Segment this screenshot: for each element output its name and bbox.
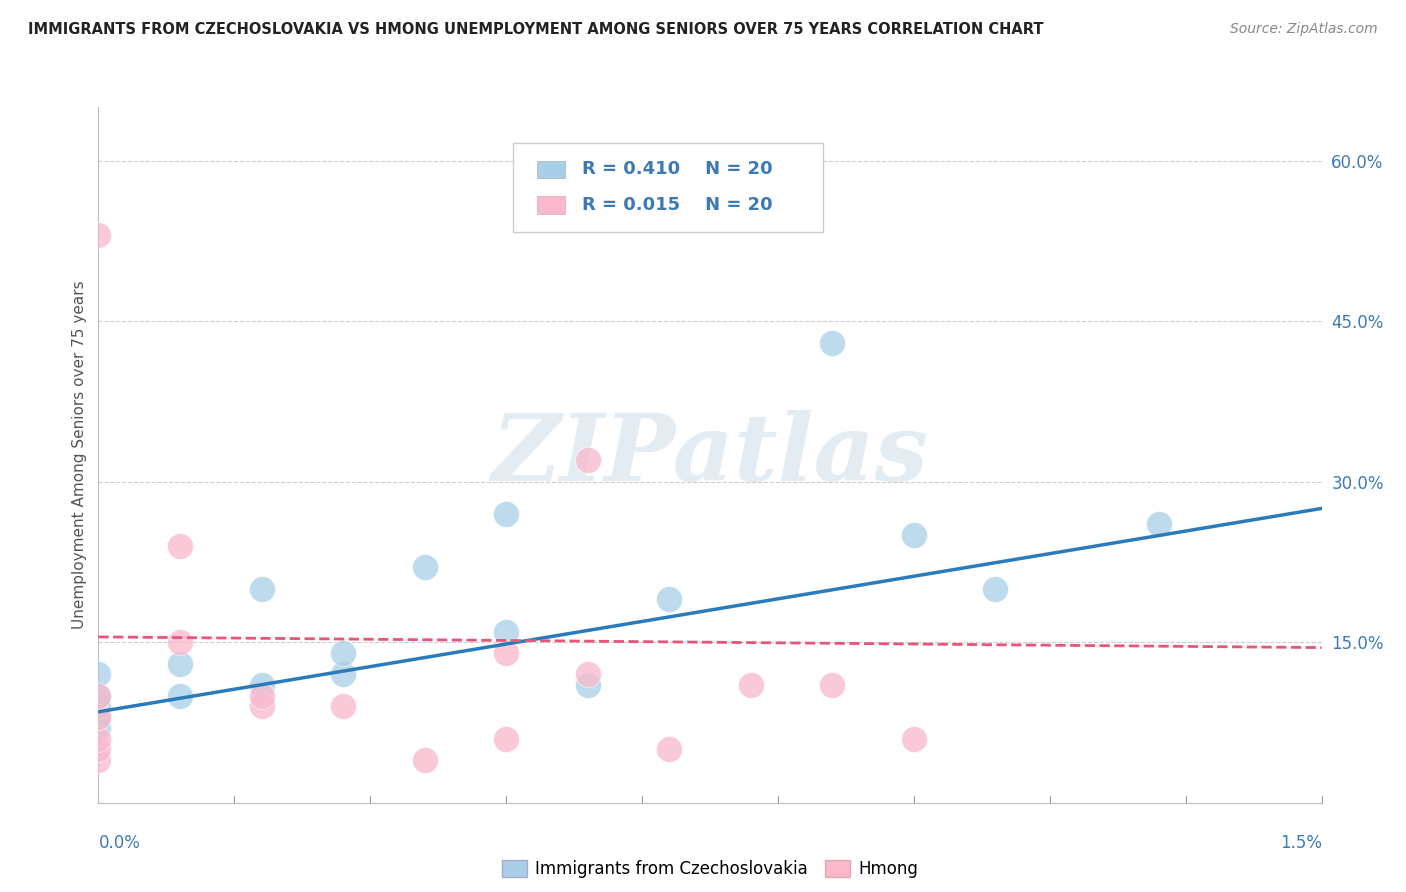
Point <box>495 646 517 660</box>
Legend: Immigrants from Czechoslovakia, Hmong: Immigrants from Czechoslovakia, Hmong <box>495 854 925 885</box>
Point <box>87 689 110 703</box>
Point <box>740 678 762 692</box>
Point <box>87 228 110 243</box>
Text: R = 0.410    N = 20: R = 0.410 N = 20 <box>582 161 773 178</box>
Point <box>576 453 599 467</box>
Point <box>87 710 110 724</box>
Point <box>250 582 273 596</box>
Point <box>250 689 273 703</box>
Text: 0.0%: 0.0% <box>98 834 141 852</box>
Point <box>87 742 110 756</box>
Point <box>821 335 844 350</box>
Point <box>169 539 191 553</box>
Point <box>87 689 110 703</box>
Point <box>413 560 436 574</box>
Point <box>984 582 1007 596</box>
Point <box>495 731 517 746</box>
Point <box>576 667 599 681</box>
Point <box>87 710 110 724</box>
Point <box>250 699 273 714</box>
Point <box>87 699 110 714</box>
Point <box>332 699 354 714</box>
Point <box>332 667 354 681</box>
Text: ZIPatlas: ZIPatlas <box>492 410 928 500</box>
Point <box>87 721 110 735</box>
Point <box>1147 517 1170 532</box>
Point <box>658 592 681 607</box>
Point <box>250 678 273 692</box>
Text: 1.5%: 1.5% <box>1279 834 1322 852</box>
Point <box>903 731 925 746</box>
Point <box>658 742 681 756</box>
Text: IMMIGRANTS FROM CZECHOSLOVAKIA VS HMONG UNEMPLOYMENT AMONG SENIORS OVER 75 YEARS: IMMIGRANTS FROM CZECHOSLOVAKIA VS HMONG … <box>28 22 1043 37</box>
Point <box>87 667 110 681</box>
Point <box>413 753 436 767</box>
Point <box>169 635 191 649</box>
Point <box>332 646 354 660</box>
Point <box>903 528 925 542</box>
Point <box>169 657 191 671</box>
Point <box>495 507 517 521</box>
Text: R = 0.015    N = 20: R = 0.015 N = 20 <box>582 196 773 214</box>
Point <box>495 624 517 639</box>
Point <box>87 753 110 767</box>
Point <box>87 731 110 746</box>
Text: Source: ZipAtlas.com: Source: ZipAtlas.com <box>1230 22 1378 37</box>
Point <box>821 678 844 692</box>
Point <box>576 678 599 692</box>
Y-axis label: Unemployment Among Seniors over 75 years: Unemployment Among Seniors over 75 years <box>72 281 87 629</box>
Point <box>169 689 191 703</box>
